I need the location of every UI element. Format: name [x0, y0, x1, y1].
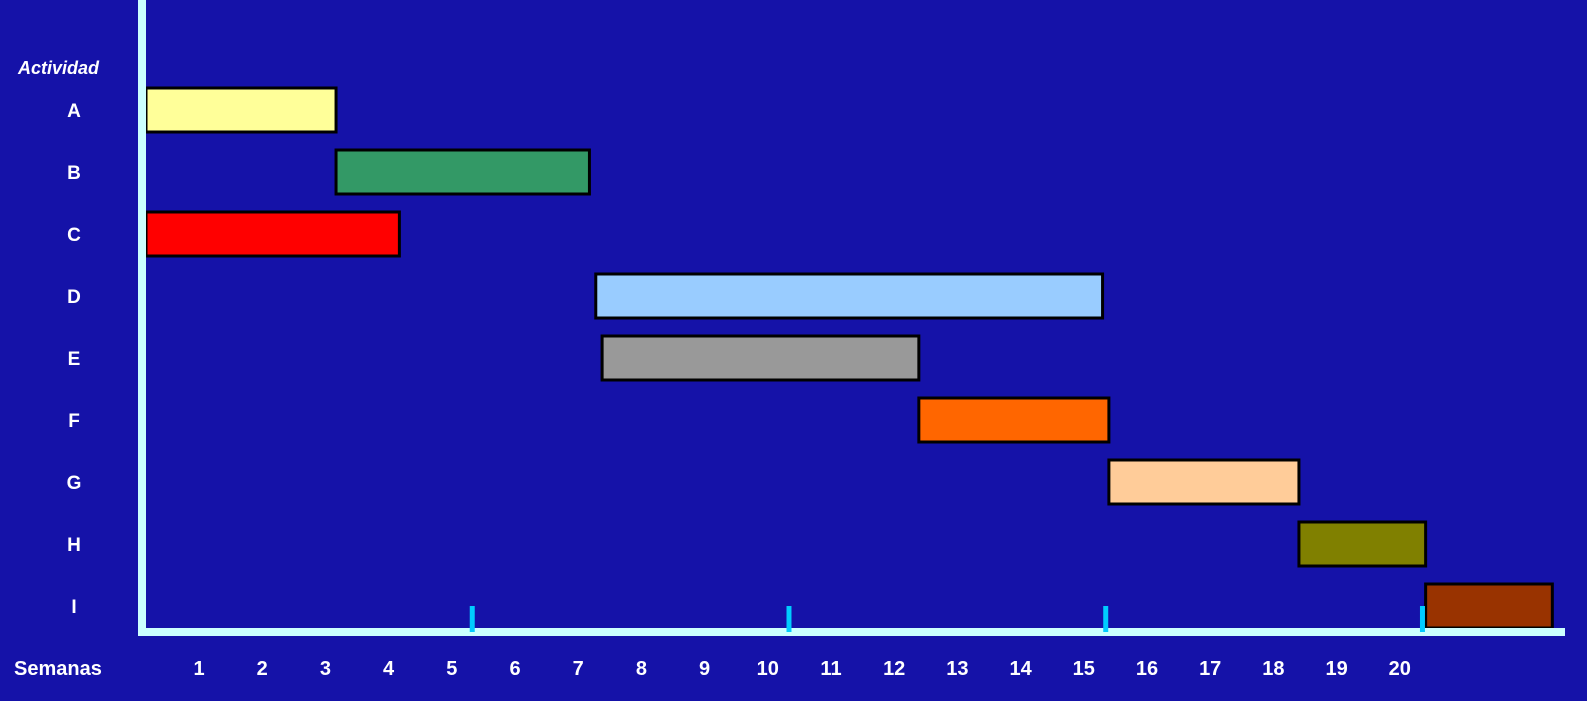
x-tick-label: 15: [1073, 658, 1095, 680]
activity-bar-f: [917, 396, 1111, 444]
activity-bar-e: [600, 334, 921, 382]
x-tick-label: 4: [383, 658, 395, 680]
x-tick-label: 20: [1389, 658, 1411, 680]
activity-label-i: I: [71, 597, 76, 618]
x-tick-label: 18: [1262, 658, 1284, 680]
activity-bar-g: [1107, 458, 1301, 506]
x-tick-label: 11: [820, 658, 841, 680]
x-tick-label: 2: [257, 658, 268, 680]
x-tick-label: 17: [1199, 658, 1221, 680]
x-tick-label: 14: [1009, 658, 1032, 680]
activity-label-d: D: [67, 287, 81, 308]
activity-bar-a: [144, 86, 338, 134]
activity-label-e: E: [68, 349, 81, 370]
activity-label-h: H: [67, 535, 81, 556]
activity-label-c: C: [67, 225, 81, 246]
activity-label-b: B: [67, 163, 81, 184]
activity-bar-c: [144, 210, 401, 258]
activity-bar-i: [1424, 582, 1554, 630]
activity-bar-h: [1297, 520, 1428, 568]
x-tick-label: 5: [446, 658, 457, 680]
activity-bar-d: [594, 272, 1105, 320]
x-tick-label: 19: [1325, 658, 1347, 680]
x-tick-label: 16: [1136, 658, 1158, 680]
x-tick-label: 9: [699, 658, 710, 680]
activity-label-g: G: [67, 473, 82, 494]
milestone-layer: [469, 606, 1425, 632]
activity-label-f: F: [68, 411, 80, 432]
axis-layer: [138, 0, 1565, 636]
x-tick-label: 1: [193, 658, 204, 680]
x-tick-label: 3: [320, 658, 331, 680]
bars-layer: [144, 86, 1554, 630]
activity-bar-b: [334, 148, 591, 196]
y-axis-title: Actividad: [17, 58, 100, 78]
x-tick-label: 10: [757, 658, 779, 680]
x-tick-label: 8: [636, 658, 647, 680]
x-axis-title: Semanas: [14, 658, 102, 680]
activity-label-a: A: [67, 101, 81, 122]
x-tick-label: 7: [573, 658, 584, 680]
x-tick-label: 12: [883, 658, 905, 680]
x-tick-label: 6: [509, 658, 520, 680]
x-tick-label: 13: [946, 658, 968, 680]
